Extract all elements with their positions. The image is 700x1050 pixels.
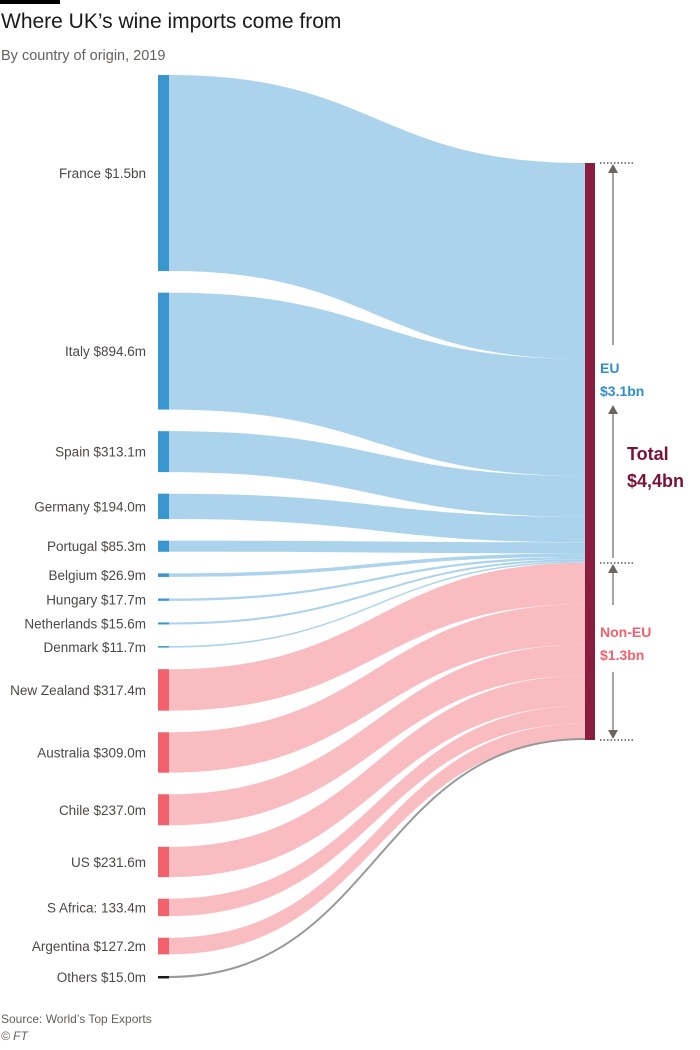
arrow-up-icon (608, 164, 618, 173)
node-australia (158, 732, 169, 773)
noneu-value: $1.3bn (600, 647, 644, 663)
arrow-up-icon (608, 564, 618, 573)
link-us (169, 675, 585, 878)
node-label: Germany $194.0m (34, 499, 146, 514)
link-chile (169, 644, 585, 826)
link-portugal (169, 540, 585, 554)
node-argentina (158, 937, 169, 955)
node-s-africa (158, 898, 169, 917)
link-spain (169, 431, 585, 517)
link-belgium (169, 553, 585, 577)
node-label: France $1.5bn (59, 166, 146, 181)
eu-value: $3.1bn (600, 383, 644, 399)
noneu-label: Non-EU (600, 624, 651, 640)
link-hungary (169, 556, 585, 601)
node-label: Denmark $11.7m (43, 640, 146, 655)
total-bar (585, 163, 595, 740)
node-label: Netherlands $15.6m (24, 616, 146, 631)
chart-subtitle: By country of origin, 2019 (1, 48, 166, 64)
link-denmark (169, 561, 585, 648)
node-label: Spain $313.1m (55, 445, 146, 460)
copyright: © FT (1, 1029, 28, 1043)
node-belgium (158, 573, 169, 577)
node-us (158, 846, 169, 878)
link-argentina (169, 723, 585, 955)
node-chile (158, 794, 169, 826)
source-note: Source: World’s Top Exports (1, 1012, 152, 1026)
link-s-africa (169, 705, 585, 917)
eu-label: EU (600, 360, 619, 376)
node-label: Argentina $127.2m (32, 939, 146, 954)
node-spain (158, 431, 169, 473)
node-label: Italy $894.6m (65, 344, 146, 359)
node-label: Belgium $26.9m (48, 568, 146, 583)
node-netherlands (158, 622, 169, 625)
total-value: $4,4bn (627, 471, 684, 491)
node-label: S Africa: 133.4m (47, 900, 146, 915)
node-portugal (158, 540, 169, 552)
link-netherlands (169, 559, 585, 625)
total-label: Total (627, 444, 669, 464)
node-label: Australia $309.0m (37, 745, 146, 760)
brand-bar (0, 0, 60, 4)
node-new-zealand (158, 669, 169, 711)
link-new-zealand (169, 562, 585, 711)
node-others (158, 975, 169, 979)
node-france (158, 75, 169, 272)
node-label: New Zealand $317.4m (10, 683, 146, 698)
node-label: US $231.6m (71, 855, 146, 870)
link-germany (169, 493, 585, 543)
link-others (168, 738, 586, 978)
arrow-down-icon (608, 730, 618, 739)
node-italy (158, 292, 169, 410)
node-label: Portugal $85.3m (47, 539, 146, 554)
node-denmark (158, 646, 169, 648)
node-germany (158, 493, 169, 520)
node-label: Chile $237.0m (59, 803, 146, 818)
arrow-up-icon (608, 405, 618, 414)
link-italy (169, 292, 585, 476)
link-france (169, 75, 585, 360)
chart-title: Where UK’s wine imports come from (1, 10, 342, 33)
node-hungary (158, 598, 169, 601)
node-label: Hungary $17.7m (46, 593, 146, 608)
link-australia (169, 604, 585, 773)
node-label: Others $15.0m (57, 970, 146, 985)
